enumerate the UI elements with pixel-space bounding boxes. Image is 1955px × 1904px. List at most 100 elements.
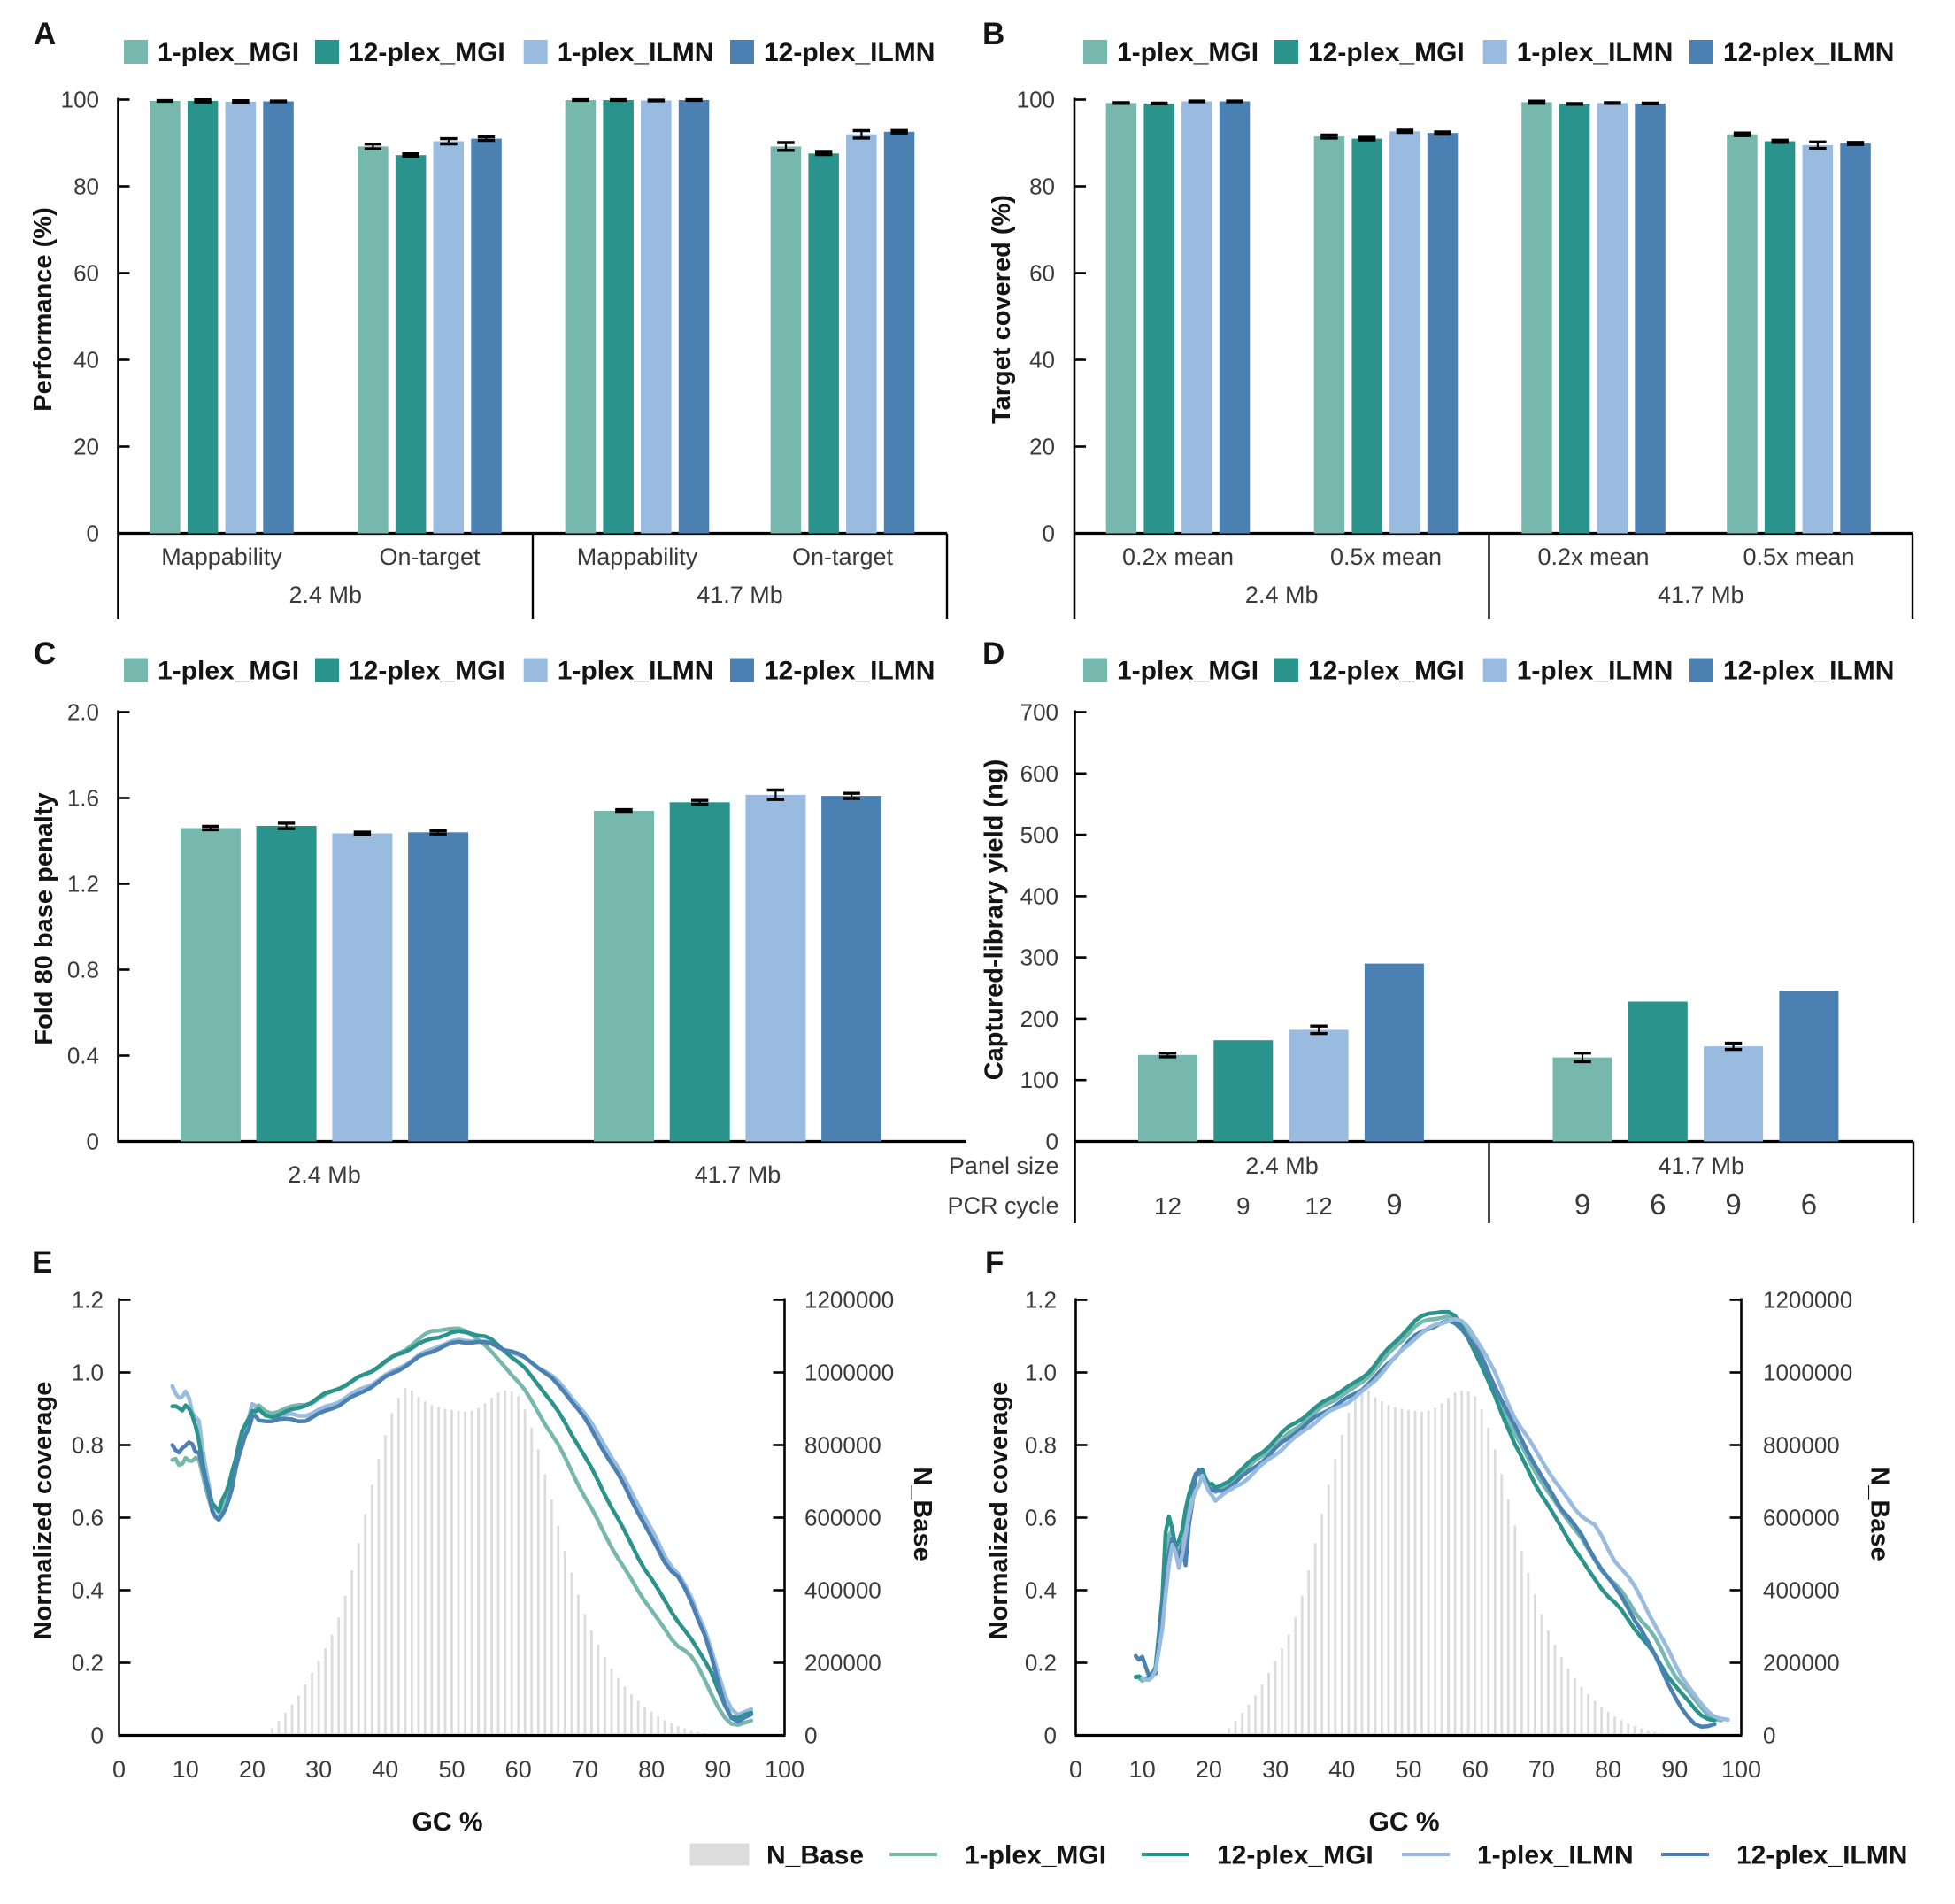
svg-text:6: 6 (1801, 1188, 1817, 1221)
svg-text:600000: 600000 (804, 1505, 881, 1531)
svg-text:200: 200 (1020, 1006, 1058, 1032)
svg-text:50: 50 (1395, 1756, 1421, 1783)
svg-text:80: 80 (1029, 173, 1055, 200)
svg-text:80: 80 (1595, 1756, 1621, 1783)
svg-text:0.8: 0.8 (67, 957, 99, 983)
svg-text:9: 9 (1574, 1188, 1590, 1221)
svg-text:100: 100 (1017, 87, 1055, 113)
svg-text:100: 100 (1721, 1756, 1761, 1783)
svg-text:60: 60 (73, 260, 99, 287)
svg-text:0.2x mean: 0.2x mean (1537, 543, 1649, 570)
svg-text:12: 12 (1305, 1192, 1333, 1220)
svg-text:2.4 Mb: 2.4 Mb (1245, 1152, 1319, 1179)
svg-text:9: 9 (1386, 1188, 1402, 1221)
svg-text:1-plex_MGI: 1-plex_MGI (965, 1841, 1106, 1870)
svg-text:400: 400 (1020, 883, 1058, 909)
svg-text:12-plex_MGI: 12-plex_MGI (1308, 657, 1465, 686)
svg-text:700: 700 (1020, 699, 1058, 726)
svg-text:600: 600 (1020, 760, 1058, 787)
svg-text:50: 50 (438, 1756, 465, 1783)
svg-text:Captured-library yield (ng): Captured-library yield (ng) (981, 759, 1009, 1081)
svg-text:0.4: 0.4 (1025, 1577, 1057, 1604)
svg-text:12-plex_ILMN: 12-plex_ILMN (764, 657, 935, 686)
svg-text:20: 20 (1196, 1756, 1222, 1783)
svg-text:41.7 Mb: 41.7 Mb (1658, 582, 1744, 608)
svg-text:1-plex_MGI: 1-plex_MGI (1117, 657, 1258, 686)
svg-text:0: 0 (87, 520, 99, 547)
svg-text:E: E (32, 1245, 52, 1280)
svg-text:2.4 Mb: 2.4 Mb (1245, 582, 1319, 608)
svg-text:Mappability: Mappability (577, 543, 698, 570)
svg-text:12-plex_ILMN: 12-plex_ILMN (1723, 657, 1894, 686)
svg-text:200000: 200000 (1763, 1650, 1840, 1677)
svg-text:70: 70 (572, 1756, 598, 1783)
svg-text:1000000: 1000000 (804, 1360, 894, 1386)
svg-text:On-target: On-target (792, 543, 894, 570)
svg-text:90: 90 (1661, 1756, 1688, 1783)
svg-text:0.8: 0.8 (1025, 1432, 1057, 1459)
svg-text:A: A (34, 17, 56, 51)
svg-text:400000: 400000 (804, 1577, 881, 1604)
svg-text:12-plex_MGI: 12-plex_MGI (1217, 1841, 1374, 1870)
svg-text:100: 100 (1020, 1067, 1058, 1093)
svg-text:0: 0 (1043, 520, 1055, 547)
svg-text:PCR cycle: PCR cycle (947, 1192, 1058, 1219)
svg-text:10: 10 (173, 1756, 199, 1783)
svg-text:F: F (985, 1245, 1004, 1280)
svg-text:1-plex_ILMN: 1-plex_ILMN (558, 38, 714, 67)
svg-text:1200000: 1200000 (1763, 1287, 1852, 1314)
svg-text:0: 0 (1763, 1723, 1775, 1749)
svg-text:2.4 Mb: 2.4 Mb (289, 582, 363, 608)
svg-text:600000: 600000 (1763, 1505, 1840, 1531)
svg-text:100: 100 (61, 87, 99, 113)
svg-text:0.5x mean: 0.5x mean (1330, 543, 1442, 570)
svg-text:0: 0 (91, 1723, 104, 1749)
svg-text:0.6: 0.6 (1025, 1505, 1057, 1531)
svg-text:0: 0 (804, 1723, 817, 1749)
svg-text:On-target: On-target (379, 543, 481, 570)
svg-text:41.7 Mb: 41.7 Mb (695, 1161, 781, 1188)
svg-text:Normalized coverage: Normalized coverage (985, 1382, 1013, 1640)
svg-text:400000: 400000 (1763, 1577, 1840, 1604)
svg-text:Normalized coverage: Normalized coverage (29, 1382, 58, 1640)
svg-text:0.4: 0.4 (72, 1577, 104, 1604)
svg-text:1-plex_ILMN: 1-plex_ILMN (1517, 38, 1674, 67)
svg-text:1-plex_ILMN: 1-plex_ILMN (558, 657, 714, 686)
svg-text:300: 300 (1020, 944, 1058, 971)
svg-text:2.4 Mb: 2.4 Mb (288, 1161, 361, 1188)
svg-text:60: 60 (505, 1756, 532, 1783)
svg-text:Fold 80 base penalty: Fold 80 base penalty (30, 792, 58, 1045)
svg-text:0: 0 (87, 1129, 99, 1155)
svg-text:B: B (982, 17, 1004, 51)
svg-text:20: 20 (1029, 434, 1055, 460)
svg-text:41.7 Mb: 41.7 Mb (697, 582, 783, 608)
svg-text:1-plex_ILMN: 1-plex_ILMN (1517, 657, 1674, 686)
svg-text:800000: 800000 (804, 1432, 881, 1459)
svg-text:9: 9 (1236, 1192, 1251, 1220)
svg-text:40: 40 (1029, 347, 1055, 374)
svg-text:GC %: GC % (1368, 1808, 1439, 1837)
svg-text:1-plex_ILMN: 1-plex_ILMN (1477, 1841, 1634, 1870)
svg-text:0: 0 (1046, 1129, 1058, 1155)
svg-text:200000: 200000 (804, 1650, 881, 1677)
svg-text:20: 20 (73, 434, 99, 460)
svg-text:Performance (%): Performance (%) (29, 207, 58, 411)
svg-text:GC %: GC % (412, 1808, 482, 1837)
svg-text:1-plex_MGI: 1-plex_MGI (158, 657, 299, 686)
svg-text:12: 12 (1154, 1192, 1181, 1220)
svg-text:100: 100 (765, 1756, 804, 1783)
svg-text:Target covered (%): Target covered (%) (988, 195, 1016, 424)
svg-text:N_Base: N_Base (908, 1467, 936, 1561)
svg-text:40: 40 (372, 1756, 398, 1783)
svg-text:0.4: 0.4 (67, 1043, 99, 1069)
svg-text:41.7 Mb: 41.7 Mb (1658, 1152, 1744, 1179)
svg-text:1.2: 1.2 (67, 871, 99, 898)
svg-text:12-plex_MGI: 12-plex_MGI (349, 657, 505, 686)
svg-text:12-plex_MGI: 12-plex_MGI (1308, 38, 1465, 67)
svg-text:0.2x mean: 0.2x mean (1122, 543, 1234, 570)
svg-text:1.0: 1.0 (72, 1360, 104, 1386)
svg-text:0.8: 0.8 (72, 1432, 104, 1459)
svg-text:12-plex_MGI: 12-plex_MGI (349, 38, 505, 67)
svg-text:1.2: 1.2 (1025, 1287, 1057, 1314)
svg-text:1.6: 1.6 (67, 785, 99, 812)
